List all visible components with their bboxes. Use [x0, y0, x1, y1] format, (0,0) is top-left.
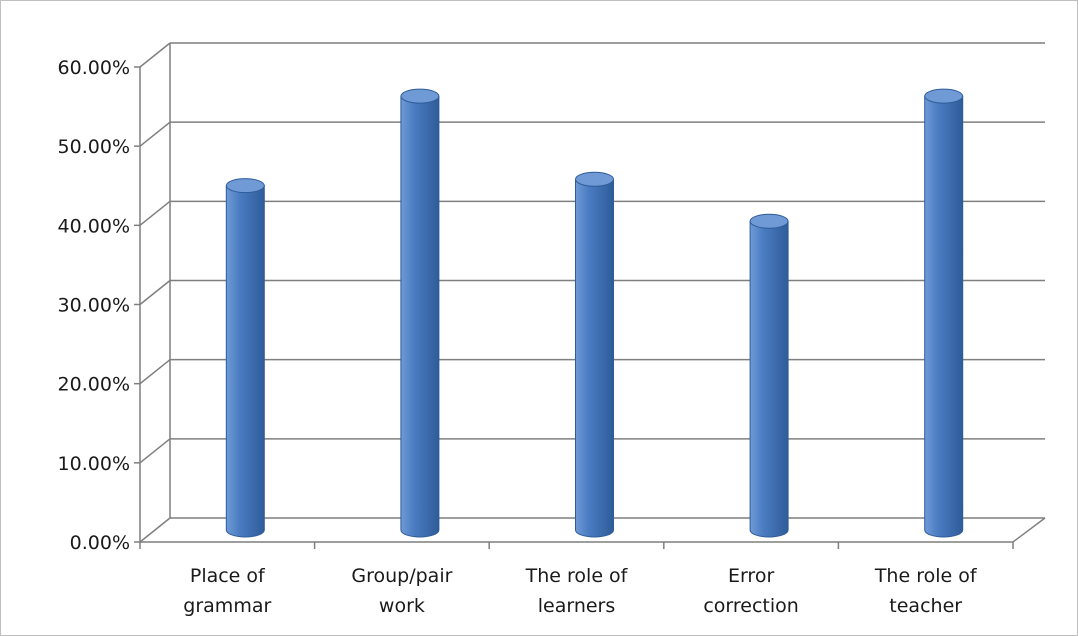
bar [749, 213, 789, 538]
bar [400, 88, 440, 538]
x-tick-label: The role of teacher [874, 565, 978, 617]
labels: 0.00% 10.00% 20.00% 30.00% 40.00% 50.00% 60.00… [58, 57, 978, 617]
x-tick-label: Error correction [703, 565, 798, 617]
bar [575, 171, 614, 538]
x-tick-label: Group/pair work [351, 565, 452, 617]
y-tick-label: 50.00% [58, 136, 130, 158]
y-tick-label: 20.00% [58, 374, 130, 396]
y-tick-label: 10.00% [58, 453, 130, 475]
gridline [139, 121, 1045, 147]
x-tick-label: Place of grammar [183, 565, 271, 617]
bar [924, 88, 964, 538]
y-tick-label: 30.00% [58, 295, 130, 317]
bars [225, 88, 964, 538]
x-tick-label: The role of learners [525, 565, 629, 617]
y-tick-label: 40.00% [58, 215, 130, 237]
gridline [139, 42, 1045, 68]
y-tick-label: 60.00% [58, 57, 130, 79]
bar [225, 178, 265, 538]
y-tick-label: 0.00% [70, 532, 130, 554]
axes [134, 43, 1046, 549]
